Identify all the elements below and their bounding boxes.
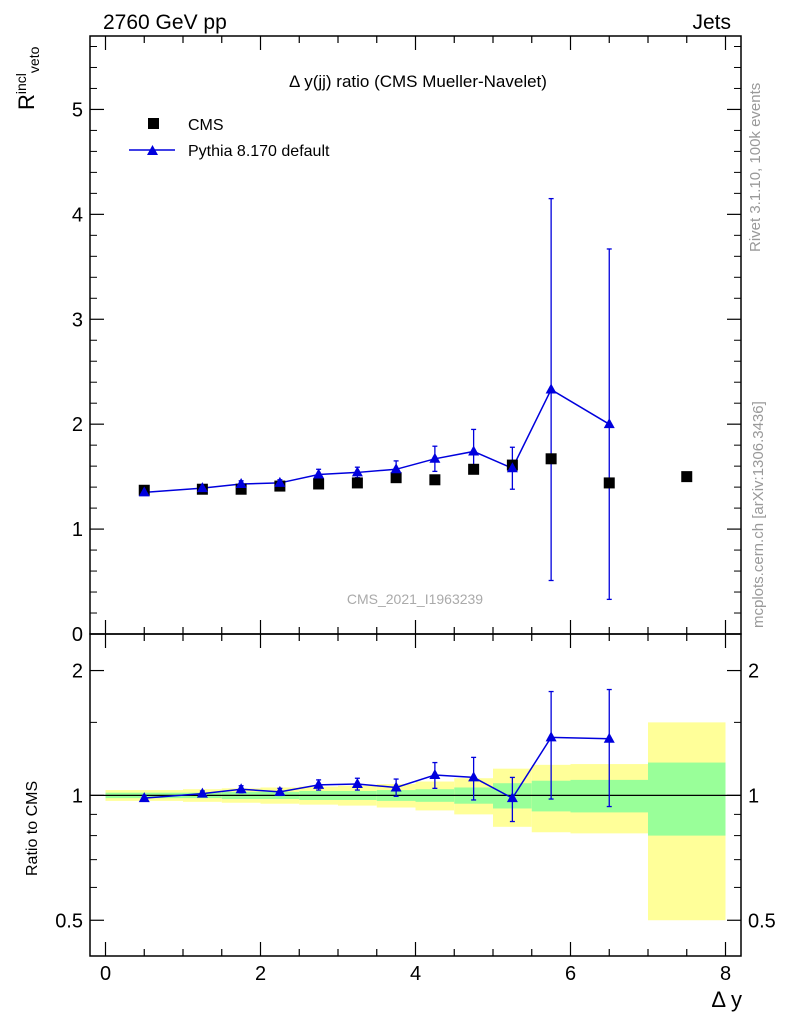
main-panel: 0 1 2 3 4 5 Δ y(jj) ratio (CMS Mueller-Navele… (13, 35, 742, 646)
ratio-point (390, 781, 402, 792)
cms-point (603, 477, 615, 489)
pythia-point (138, 486, 150, 497)
ratio-line (144, 736, 610, 800)
main-ytick-label: 0 (72, 624, 83, 646)
ratio-frame (89, 633, 742, 957)
legend-cms-marker (148, 118, 159, 129)
rivet-label: Rivet 3.1.10, 100k events (747, 83, 764, 252)
legend-cms-label: CMS (188, 117, 224, 134)
main-series (138, 197, 693, 601)
ratio-point (545, 731, 557, 742)
ratio-y-axis-label: Ratio to CMS (24, 781, 41, 876)
ratio-panel: 0.5 0.5 1 1 2 2 0 2 4 6 8 Ratio to CMS Δ y (24, 633, 776, 1012)
pythia-point (313, 468, 325, 479)
ratio-point (235, 783, 247, 794)
ratio-ytick-label: 2 (72, 661, 83, 683)
header-right: Jets (692, 11, 731, 34)
pythia-point (235, 477, 247, 488)
ratio-band-inner (648, 762, 726, 836)
watermark: CMS_2021_I1963239 (347, 591, 483, 607)
cms-point (429, 474, 441, 486)
main-axis-ticks: 0 1 2 3 4 5 (72, 36, 741, 646)
cms-point (313, 478, 325, 490)
cms-point (468, 463, 480, 475)
ratio-point (506, 792, 518, 803)
ratio-point (429, 768, 441, 779)
ratio-ytick-label-right: 1 (748, 785, 759, 807)
ratio-ytick-label: 0.5 (55, 910, 83, 932)
x-tick-label: 2 (255, 963, 266, 985)
main-ytick-label: 4 (72, 204, 83, 226)
y-axis-label: Rinclveto (13, 46, 42, 110)
pythia-point (506, 462, 518, 473)
ratio-ytick-label-right: 2 (748, 661, 759, 683)
pythia-point (429, 452, 441, 463)
ratio-point (196, 787, 208, 798)
x-tick-label: 6 (565, 963, 576, 985)
cms-point (545, 453, 557, 465)
pythia-point (603, 418, 615, 429)
pythia-point (274, 476, 286, 487)
legend: CMS Pythia 8.170 default (129, 117, 330, 160)
ratio-series (138, 688, 615, 823)
ratio-point (138, 792, 150, 803)
ratio-axis-ticks: 0.5 0.5 1 1 2 2 0 2 4 6 8 (55, 634, 776, 985)
legend-pythia-label: Pythia 8.170 default (188, 143, 330, 160)
main-ytick-label: 2 (72, 414, 83, 436)
cms-point (681, 471, 693, 483)
x-tick-label: 0 (100, 963, 111, 985)
pythia-point (390, 463, 402, 474)
x-tick-label: 4 (410, 963, 421, 985)
main-ytick-label: 5 (72, 99, 83, 121)
ratio-point (313, 778, 325, 789)
ratio-point (468, 771, 480, 782)
svg-text:Rinclveto: Rinclveto (13, 46, 42, 110)
pythia-line (144, 388, 610, 494)
mcplots-label: mcplots.cern.ch [arXiv:1306.3436] (750, 401, 767, 628)
legend-pythia-marker (147, 145, 158, 155)
ratio-bands (105, 722, 726, 921)
ratio-point (603, 732, 615, 743)
main-title: Δ y(jj) ratio (CMS Mueller-Navelet) (289, 72, 547, 91)
pythia-point (545, 383, 557, 394)
ratio-point (274, 785, 286, 796)
x-axis-label: Δ y (711, 987, 742, 1012)
cms-point (390, 472, 402, 484)
ratio-ytick-label: 1 (72, 785, 83, 807)
ratio-point (351, 778, 363, 789)
header-left: 2760 GeV pp (103, 11, 227, 34)
main-ytick-label: 3 (72, 309, 83, 331)
pythia-point (196, 482, 208, 493)
main-ytick-label: 1 (72, 519, 83, 541)
cms-point (235, 483, 247, 495)
ratio-ytick-label-right: 0.5 (748, 910, 776, 932)
pythia-point (468, 445, 480, 456)
x-tick-label: 8 (720, 963, 731, 985)
cms-point (351, 477, 363, 489)
pythia-point (351, 466, 363, 477)
